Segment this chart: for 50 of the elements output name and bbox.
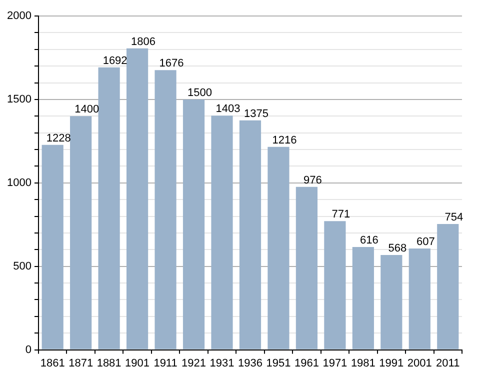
x-tick-label: 1901 [125,357,150,370]
y-tick-label: 0 [25,344,32,356]
data-label: 1692 [102,54,128,67]
data-label: 1228 [46,132,71,144]
x-tick-label: 1991 [379,357,404,370]
x-tick-label: 1981 [350,357,376,370]
y-tick-label: 500 [13,260,32,272]
x-tick-label: 1971 [322,357,348,370]
y-tick-label: 1500 [6,93,32,106]
bar [239,120,262,350]
bar [126,48,148,350]
bar [70,116,92,350]
bar [98,67,120,350]
data-label: 1400 [74,104,100,116]
x-tick-label: 2011 [436,357,460,370]
data-label: 1216 [272,134,297,146]
bar [296,186,318,350]
bar [182,99,205,350]
x-tick-label: 1921 [182,357,206,370]
data-label: 754 [444,211,464,224]
data-label: 616 [360,234,378,247]
data-label: 771 [332,208,350,221]
x-tick-label: 1881 [96,357,122,370]
data-label: 568 [388,242,407,255]
x-tick-label: 1936 [238,357,262,370]
data-label: 1500 [188,86,212,99]
x-tick-label: 1861 [40,357,65,370]
data-label: 1375 [244,108,268,120]
x-tick-label: 1961 [294,357,319,370]
data-label: 607 [416,236,435,248]
bar [380,255,402,350]
y-tick-label: 1000 [6,176,32,189]
data-label: 1676 [159,58,184,70]
y-tick-label: 2000 [6,10,32,22]
bar [324,221,346,350]
bar [268,146,290,350]
data-label: 976 [304,174,322,186]
x-tick-label: 1951 [266,357,291,370]
x-tick-label: 2001 [407,357,432,370]
bar [211,116,233,350]
x-tick-label: 1871 [68,357,94,370]
bar [154,70,176,350]
bar [437,224,459,350]
data-label: 1403 [216,103,240,116]
x-tick-label: 1931 [210,357,234,370]
bar [42,144,64,350]
bar [352,246,374,350]
data-label: 1806 [131,36,156,48]
x-tick-label: 1911 [154,357,178,370]
bar [408,248,430,350]
